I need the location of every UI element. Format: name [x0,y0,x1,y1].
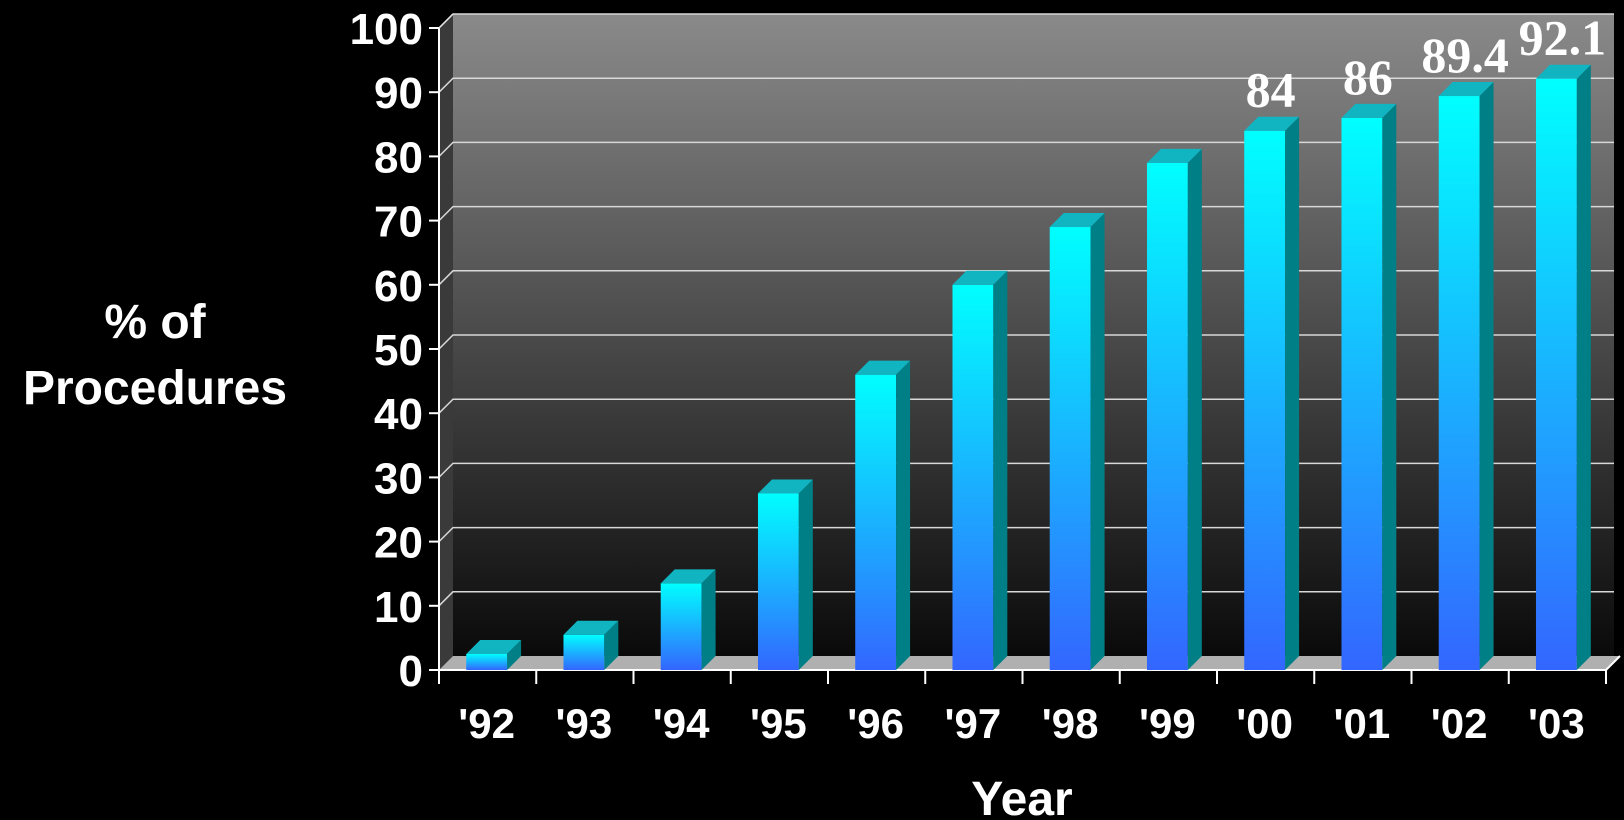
y-axis-label: % of Procedures [0,290,310,422]
bar-top [757,479,813,494]
x-tick-label: '93 [556,700,613,747]
bar-4 [855,360,911,670]
bar-side [993,270,1008,670]
bar-side [1285,116,1300,671]
gridline [438,462,1614,478]
gridline [438,591,1614,607]
bar-front [1438,96,1480,670]
bar-7 [1146,148,1202,670]
y-tick-label: 40 [374,390,423,439]
bar-side [1187,148,1202,670]
bar-front [466,653,508,670]
bar-front [855,374,897,670]
gridline [438,205,1614,222]
gridline [438,77,1614,93]
bar-side [1382,103,1397,670]
bar-top [1438,82,1494,97]
bar-front [952,284,994,670]
y-tick-label: 30 [374,454,423,503]
bar-6 [1049,213,1105,670]
x-tick-label: '95 [750,700,807,747]
y-tick-label: 70 [374,198,423,247]
bar-top [1146,148,1202,163]
bar-front [757,493,799,670]
bar-top [563,620,619,635]
bar-front [1049,227,1091,670]
plot-floor [439,656,1620,670]
bar-top [660,569,716,584]
bar-1 [563,620,619,670]
y-tick-label: 10 [374,583,423,632]
y-tick-label: 20 [374,519,423,568]
axis-edge [438,13,454,29]
bar-side [798,479,813,670]
x-tick-label: '00 [1236,700,1293,747]
y-tick-label: 60 [374,262,423,311]
bar-top [855,360,911,375]
bar-top [1049,213,1105,228]
x-axis-label: Year [971,773,1072,820]
bar-side [1479,82,1494,670]
data-label: 89.4 [1421,27,1509,83]
x-tick-label: '01 [1334,700,1391,747]
y-tick-label: 0 [399,647,423,696]
y-axis-label-line-2: Procedures [22,362,288,415]
y-tick-label: 80 [374,133,423,182]
data-label: 84 [1246,62,1296,118]
bar-front [1341,117,1383,670]
bar-top [1535,64,1591,79]
x-tick-label: '96 [847,700,904,747]
bar-side [604,620,619,670]
bar-11 [1535,64,1591,670]
bar-side [896,360,911,670]
bar-5 [952,270,1008,670]
x-tick-label: '98 [1042,700,1099,747]
x-tick-label: '99 [1139,700,1196,747]
x-tick-label: '02 [1431,700,1488,747]
x-axis-edge [1605,655,1621,671]
bar-front [563,634,605,670]
bar-top [1341,103,1397,118]
bar-side [1090,213,1105,670]
gridline [438,526,1614,543]
bar-front [660,583,702,670]
gridline [438,398,1614,414]
y-tick-label: 50 [374,326,423,375]
gridline [438,270,1614,286]
bar-front [1244,130,1286,671]
bar-3 [757,479,813,670]
bar-top [1244,116,1300,131]
gridline [438,141,1614,157]
bar-2 [660,569,716,670]
bar-top [952,270,1008,285]
x-tick-label: '94 [653,700,710,747]
bar-9 [1341,103,1397,670]
x-tick-label: '97 [945,700,1002,747]
gridline [438,334,1614,350]
y-axis-label-line-1: % of [104,296,206,349]
bar-side [1576,64,1591,670]
x-tick-label: '03 [1528,700,1585,747]
y-tick-label: 90 [374,69,423,118]
bar-side [507,639,522,670]
bar-front [1535,78,1577,670]
y-tick-label: 100 [350,5,423,54]
bar-0 [466,639,522,670]
bar-top [466,639,522,654]
bar-front [1146,162,1188,670]
data-label: 86 [1343,49,1393,105]
bar-10 [1438,82,1494,670]
data-label: 92.1 [1519,10,1607,66]
bar-side [701,569,716,670]
bar-8 [1244,116,1300,671]
x-tick-label: '92 [458,700,515,747]
